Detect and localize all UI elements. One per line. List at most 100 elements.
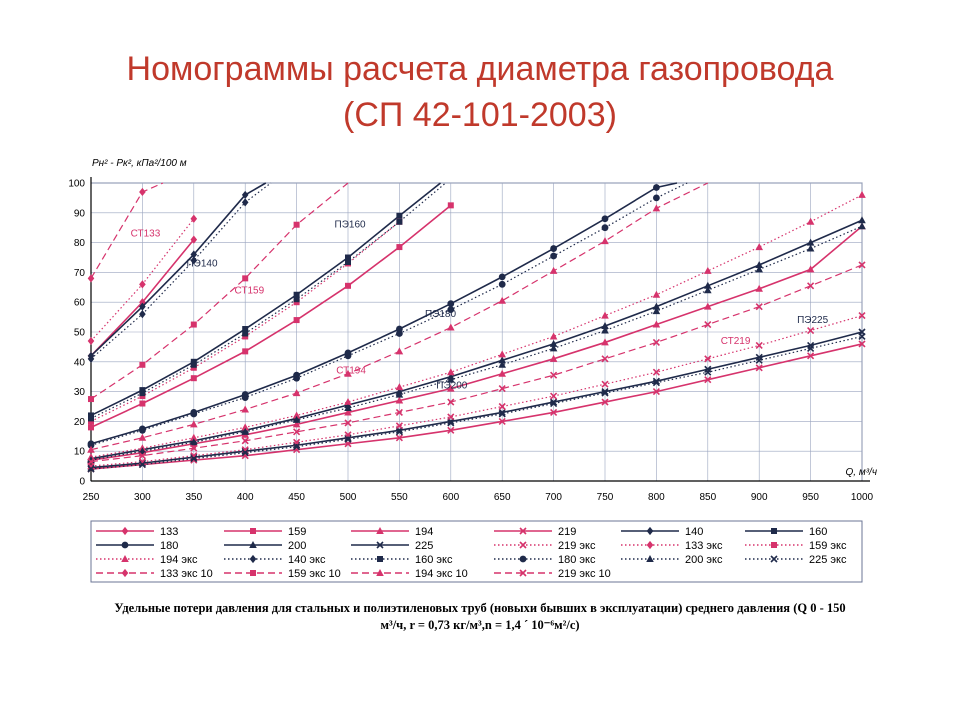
legend-entry: 194 — [351, 526, 433, 538]
y-axis-label: Pн² - Pк², кПа²/100 м — [92, 158, 187, 169]
data-point — [345, 254, 351, 261]
data-point — [396, 218, 403, 225]
data-point — [498, 273, 506, 281]
data-point — [447, 384, 455, 392]
data-point — [652, 368, 660, 376]
data-point — [498, 356, 506, 364]
data-point — [498, 369, 506, 377]
annotation-label: СТ219 — [721, 336, 751, 347]
data-point — [858, 190, 866, 198]
data-point — [549, 332, 558, 340]
data-point — [87, 336, 95, 346]
data-point — [395, 383, 404, 391]
data-point — [601, 215, 609, 223]
data-point — [704, 355, 712, 363]
data-point — [138, 447, 147, 455]
y-tick-label: 90 — [74, 208, 86, 219]
series-225-экс — [87, 332, 866, 473]
annotation-label: ПЭ180 — [425, 309, 456, 320]
data-point — [138, 452, 146, 460]
data-point — [652, 307, 661, 315]
x-tick-label: 400 — [237, 492, 254, 503]
legend-marker — [121, 541, 129, 549]
data-point — [395, 434, 403, 442]
legend-label: 159 — [288, 526, 306, 538]
legend-entry: 219 экс 10 — [494, 568, 611, 580]
data-point — [447, 368, 455, 376]
legend-marker — [519, 555, 527, 563]
legend-label: 194 экс 10 — [415, 568, 468, 580]
legend-entry: 194 экс 10 — [351, 568, 468, 580]
legend-entry: 133 экс — [621, 540, 723, 552]
data-point — [447, 426, 455, 434]
data-point — [601, 355, 609, 363]
data-point — [344, 435, 352, 443]
data-point — [241, 427, 249, 435]
legend-marker — [250, 528, 256, 534]
data-point — [345, 258, 351, 265]
y-tick-label: 70 — [74, 268, 86, 279]
data-point — [755, 356, 763, 364]
data-point — [190, 321, 197, 328]
data-point — [652, 320, 661, 328]
legend-label: 160 — [809, 526, 827, 538]
data-point — [653, 184, 660, 191]
data-point — [292, 415, 301, 423]
x-tick-label: 600 — [442, 492, 459, 503]
data-point — [138, 459, 146, 467]
data-point — [87, 441, 95, 449]
data-point — [858, 261, 866, 269]
legend-marker — [377, 556, 383, 562]
data-point — [704, 281, 712, 289]
data-point — [139, 310, 146, 319]
data-point — [190, 455, 198, 463]
data-point — [345, 282, 351, 289]
series-140-экс — [87, 182, 272, 363]
legend-marker — [121, 555, 129, 562]
data-point — [87, 465, 95, 473]
legend-entry: 160 экс — [351, 554, 453, 566]
data-point — [550, 245, 557, 252]
legend-entry: 159 — [224, 526, 306, 538]
series-133-экс — [87, 214, 198, 346]
legend-label: 219 экс — [558, 540, 596, 552]
x-axis-label: Q, м³/ч — [846, 467, 877, 478]
series-line — [90, 343, 863, 470]
data-point — [190, 235, 198, 244]
legend-label: 133 экс — [685, 540, 723, 552]
legend-marker — [771, 542, 777, 548]
series-line — [90, 264, 863, 463]
data-point — [652, 204, 661, 212]
data-point — [395, 408, 403, 417]
data-point — [395, 390, 404, 398]
annotation-label: СТ194 — [336, 366, 366, 377]
data-point — [601, 389, 609, 397]
data-point — [755, 265, 763, 273]
x-tick-label: 850 — [699, 492, 716, 503]
legend-entry: 194 экс — [96, 554, 198, 566]
data-point — [139, 400, 146, 407]
y-tick-label: 100 — [68, 179, 85, 190]
data-point — [601, 398, 609, 406]
data-point — [806, 217, 815, 225]
legend-entry: 133 — [96, 526, 178, 538]
caption-line-1: Удельные потери давления для стальных и … — [114, 601, 846, 615]
data-point — [550, 392, 558, 400]
data-point — [241, 423, 249, 431]
data-point — [395, 347, 404, 355]
y-tick-label: 10 — [74, 447, 86, 458]
y-tick-label: 60 — [74, 298, 86, 309]
legend-label: 140 — [685, 526, 703, 538]
data-point — [704, 286, 712, 294]
data-point — [447, 375, 455, 383]
data-point — [396, 244, 403, 251]
data-point — [139, 280, 146, 289]
data-point — [652, 290, 661, 298]
legend-label: 159 экс — [809, 540, 847, 552]
data-point — [704, 302, 712, 310]
legend-entry: 219 — [494, 526, 576, 538]
x-tick-label: 900 — [751, 492, 768, 503]
legend: 133 159 194 219 140 160 180 200 225 219 экс 133 эк… — [90, 520, 863, 583]
legend-marker — [646, 526, 654, 536]
data-point — [293, 291, 300, 298]
